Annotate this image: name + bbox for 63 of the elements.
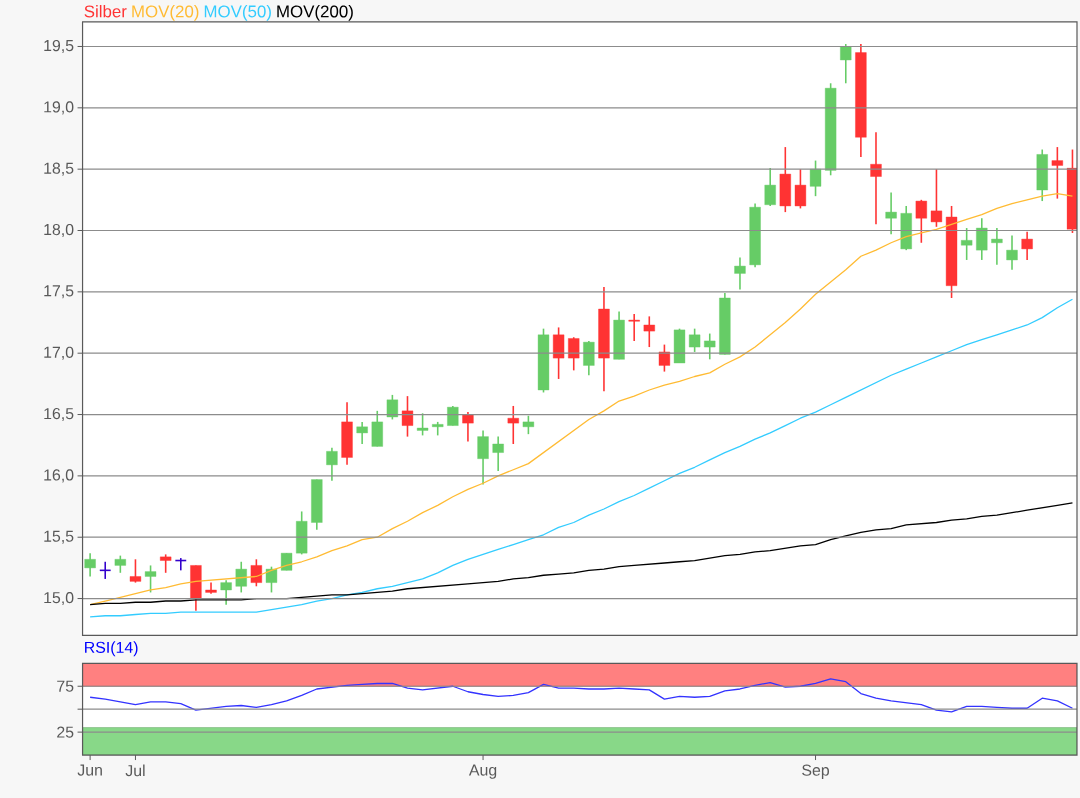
y-tick-label: 17,0: [44, 346, 74, 360]
y-tick-label: 17,5: [44, 285, 74, 299]
text: Silber: [84, 5, 127, 18]
y-tick-label: 15,5: [44, 530, 74, 544]
candlestick: [416, 412, 429, 437]
candlestick: [976, 217, 988, 261]
candlestick: [432, 421, 444, 437]
y-tick-label: 19,5: [44, 39, 74, 54]
candlestick: [1006, 234, 1018, 271]
candlestick: [870, 131, 882, 226]
y-tick-label: 25: [57, 726, 74, 738]
chart-title: RSI(14): [85, 641, 138, 657]
candlestick: [507, 405, 519, 445]
text: MOV(50): [204, 5, 271, 21]
x-tick-label: Jul: [125, 764, 145, 777]
candlestick: [961, 227, 973, 261]
candlestick: [250, 558, 262, 588]
candlestick: [628, 313, 640, 342]
candlestick: [144, 564, 157, 594]
candlestick: [568, 336, 580, 372]
candlestick: [265, 565, 278, 594]
candlestick: [129, 558, 142, 584]
candlestick: [220, 579, 232, 606]
candlestick: [688, 327, 701, 353]
candlestick: [734, 256, 746, 291]
candlestick: [477, 429, 489, 486]
y-tick-label: 16,0: [44, 469, 74, 483]
candlestick: [809, 159, 822, 197]
candlestick: [326, 446, 338, 482]
candlestick: [643, 315, 655, 348]
y-tick-label: 15,0: [44, 592, 74, 606]
candlestick: [1021, 230, 1033, 261]
candlestick: [235, 560, 247, 594]
y-tick-label: 18,5: [44, 162, 74, 176]
candlestick: [658, 343, 671, 373]
candlestick: [522, 414, 535, 435]
y-tick-label: 16,5: [44, 407, 74, 422]
text: MOV(20): [132, 5, 199, 21]
candlestick: [930, 168, 943, 228]
y-tick-label: 75: [57, 680, 74, 692]
x-tick-label: Jun: [77, 764, 102, 776]
candlestick: [160, 553, 172, 574]
y-tick-label: 19,0: [44, 101, 74, 115]
x-tick-label: Sep: [802, 764, 830, 779]
y-tick-label: 18,0: [44, 223, 74, 238]
candlestick: [764, 167, 776, 207]
candlestick: [492, 435, 504, 472]
candlestick: [386, 394, 399, 421]
candlestick: [794, 168, 807, 210]
candlestick: [840, 43, 852, 85]
candlestick: [84, 552, 96, 578]
text: MOV(200): [277, 5, 353, 21]
candlestick: [1051, 146, 1063, 200]
candlestick: [356, 421, 368, 445]
candlestick: [885, 191, 897, 235]
candlestick: [704, 332, 716, 361]
candlestick: [991, 227, 1003, 266]
x-tick-label: Aug: [468, 764, 497, 779]
candlestick: [401, 395, 414, 438]
candlestick: [552, 326, 565, 380]
candlestick: [915, 199, 927, 244]
candlestick: [462, 411, 474, 443]
candlestick: [583, 340, 595, 377]
